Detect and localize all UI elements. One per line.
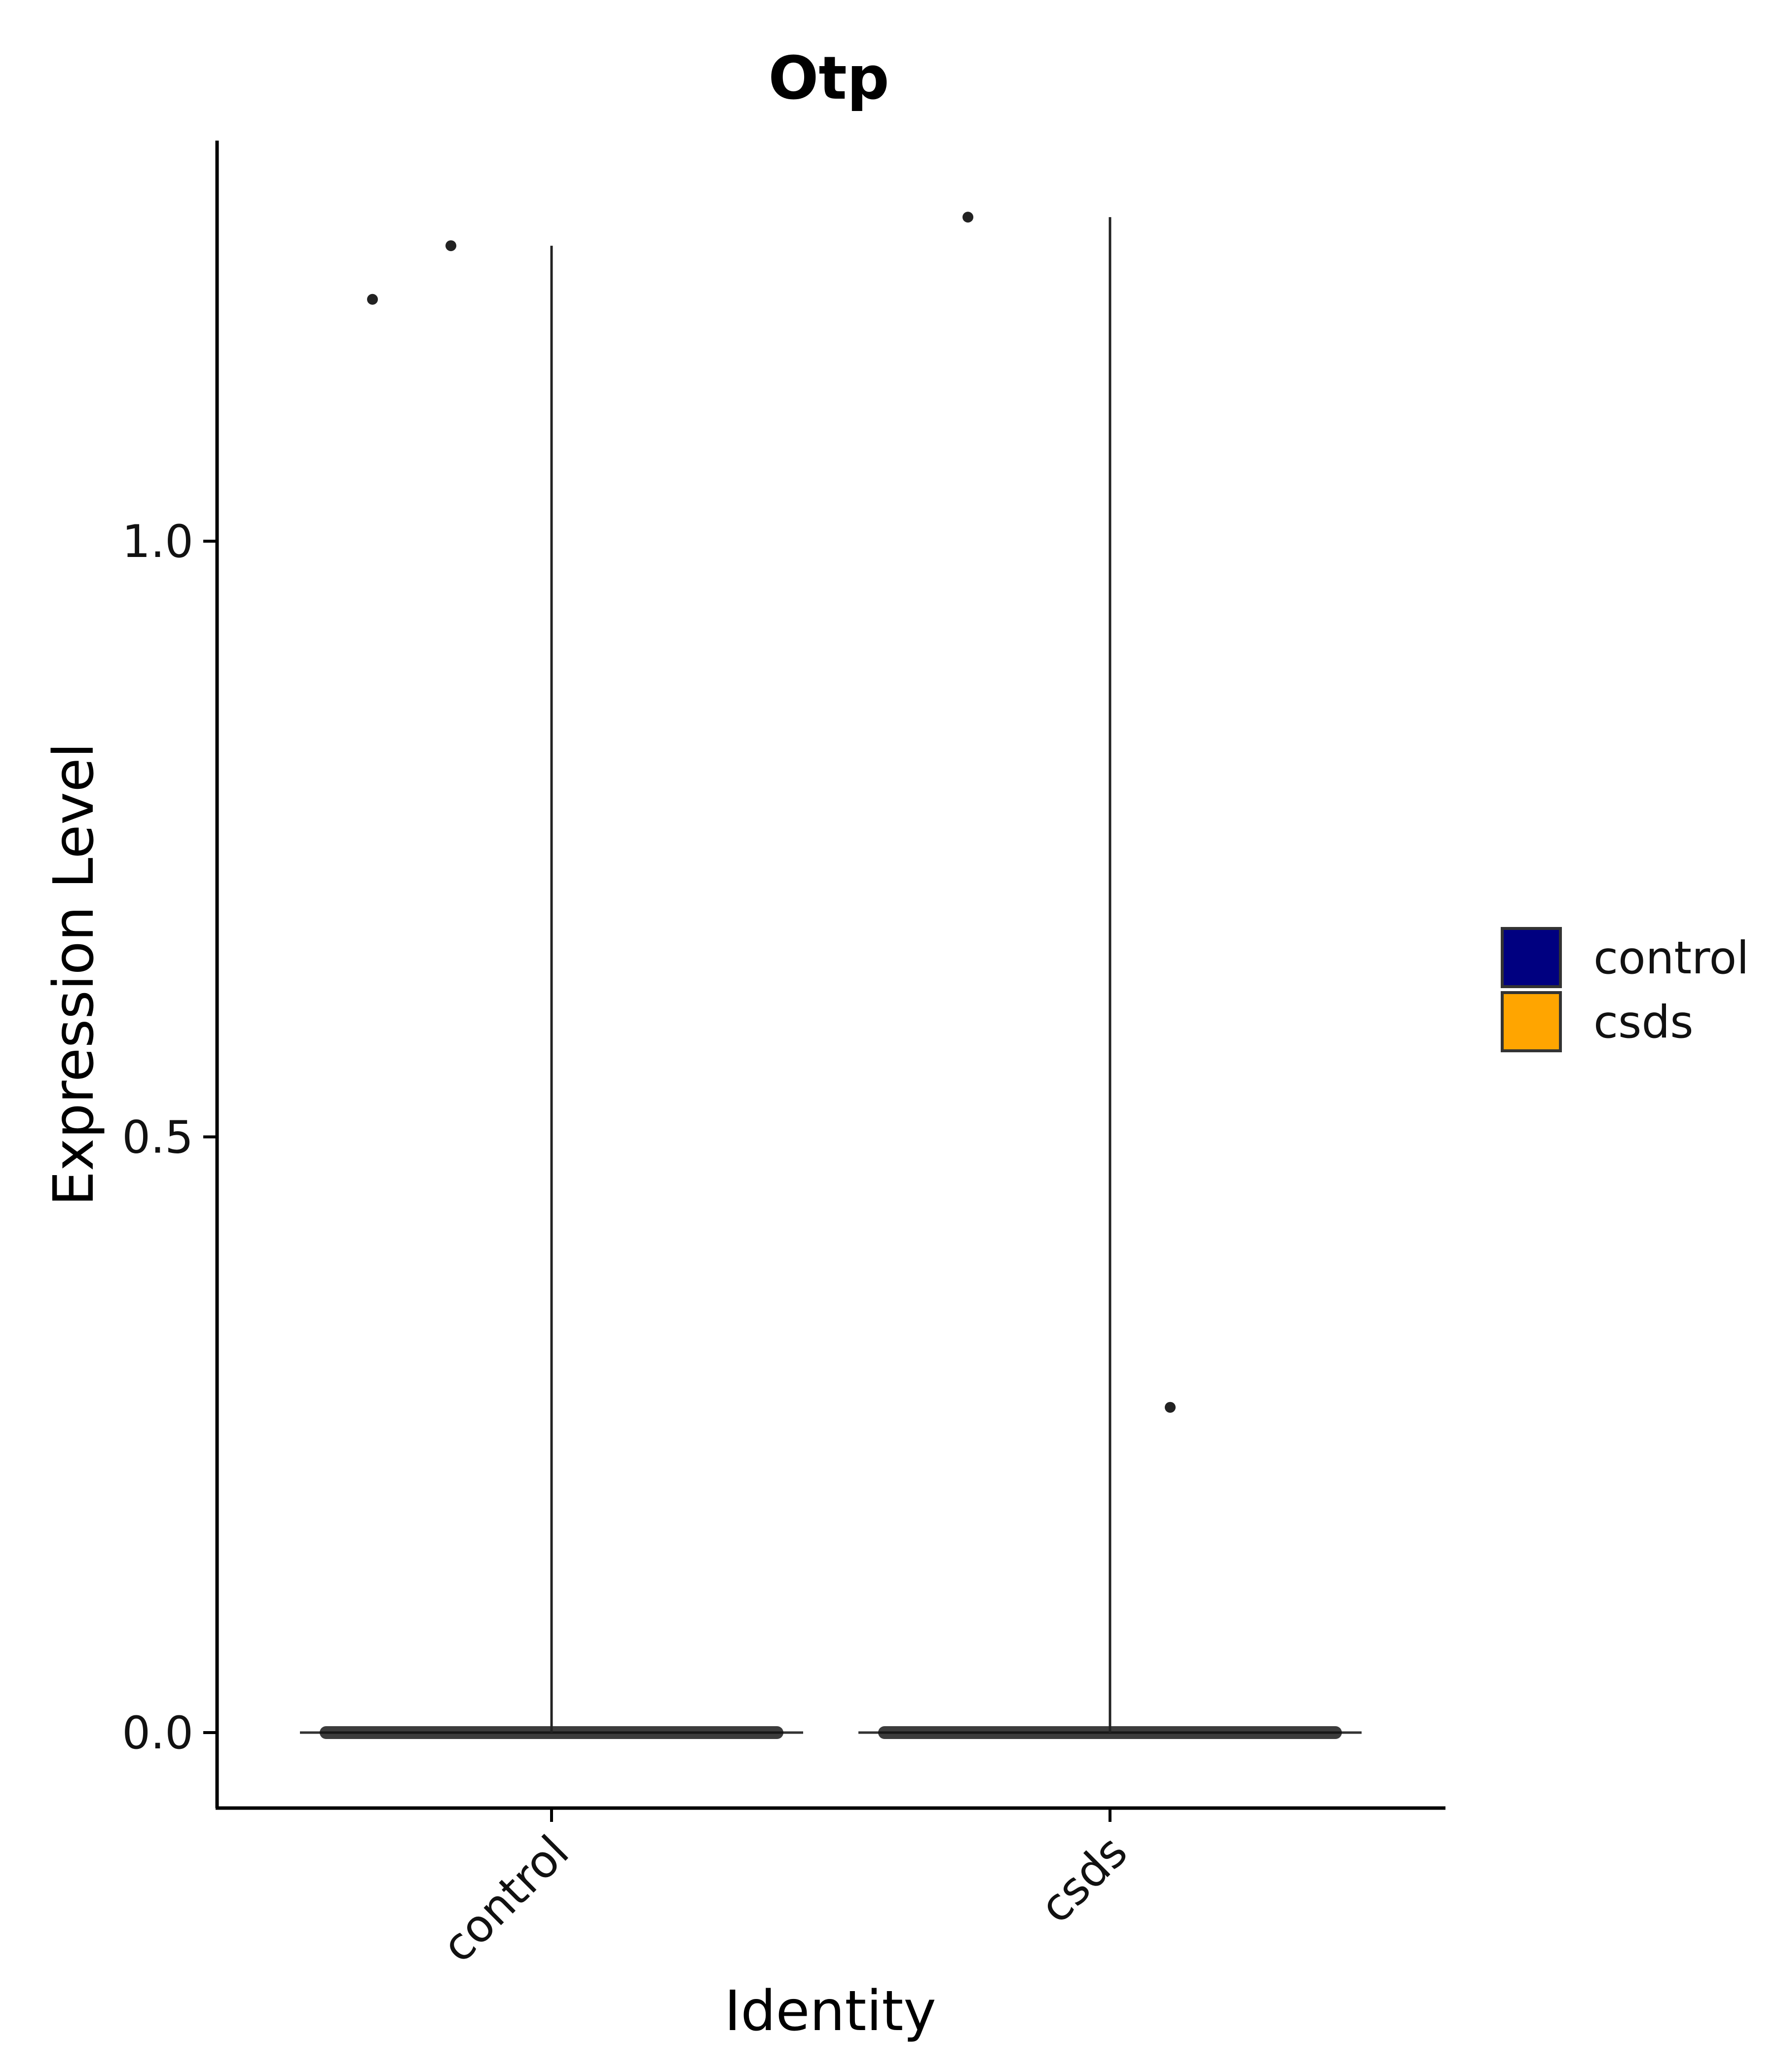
y-axis-ticks: 0.0 0.5 1.0	[122, 516, 217, 1759]
y-tick-label: 0.0	[122, 1707, 193, 1759]
legend-label-control: control	[1593, 932, 1749, 984]
x-axis-title: Identity	[724, 1979, 936, 2043]
x-axis-ticks: control csds	[432, 1808, 1138, 1973]
legend-swatch-csds	[1501, 991, 1562, 1052]
legend-swatch-control	[1501, 927, 1562, 988]
data-point-control-1	[367, 294, 378, 305]
violin-control	[300, 240, 803, 1739]
data-point-csds-2	[1165, 1402, 1176, 1413]
data-layer	[300, 212, 1362, 1739]
legend: control csds	[1501, 927, 1749, 1052]
violin-csds	[858, 212, 1362, 1739]
legend-label-csds: csds	[1593, 997, 1694, 1048]
y-tick-label: 0.5	[122, 1112, 193, 1164]
x-tick-label: control	[432, 1826, 579, 1972]
x-tick-label: csds	[1030, 1826, 1138, 1933]
y-axis-title: Expression Level	[42, 742, 106, 1206]
y-tick-label: 1.0	[122, 516, 193, 568]
plot-area: 0.0 0.5 1.0 control csds	[122, 141, 1445, 1973]
chart-title: Otp	[768, 44, 889, 113]
data-point-csds-1	[962, 212, 973, 223]
data-point-control-2	[445, 240, 456, 252]
